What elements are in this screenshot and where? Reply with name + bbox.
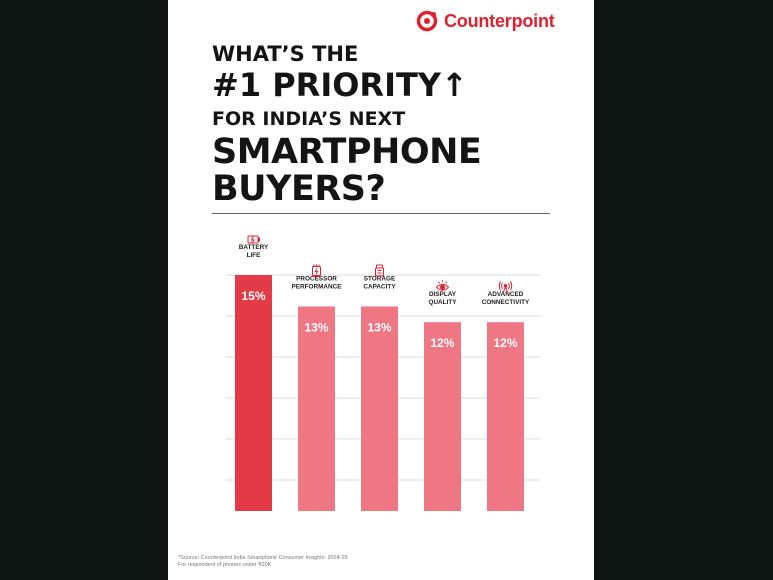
value-label-0: 15% (241, 289, 265, 303)
category-label-4-0: ADVANCED (488, 291, 524, 298)
storage-icon (375, 264, 384, 277)
value-label-1: 13% (304, 320, 328, 334)
footnote-note: For respondent of phones under ₹20K (178, 562, 272, 568)
headline-line-5: BUYERS? (212, 169, 386, 209)
category-label-3-1: QUALITY (428, 299, 457, 306)
processor-icon (312, 264, 321, 278)
bar-3 (424, 322, 461, 511)
footnote: *Source: Counterpoint India Smartphone C… (178, 555, 348, 569)
value-label-3: 12% (430, 336, 454, 350)
bar-4 (487, 322, 524, 511)
headline: WHAT’S THE #1 PRIORITY↑ FOR INDIA’S NEXT… (212, 40, 482, 209)
headline-line-1: WHAT’S THE (212, 42, 359, 66)
bar-1 (298, 306, 335, 511)
headline-line-4: SMARTPHONE (212, 132, 482, 172)
divider (212, 213, 550, 214)
brand-name: Counterpoint (444, 10, 555, 31)
value-label-4: 12% (493, 336, 517, 350)
eye-icon (435, 280, 450, 291)
footnote-source: *Source: Counterpoint India Smartphone C… (178, 555, 348, 561)
headline-line-2: #1 PRIORITY↑ (212, 66, 468, 104)
category-label-0-1: LIFE (247, 252, 262, 259)
counterpoint-logo-icon (416, 10, 438, 32)
value-label-2: 13% (367, 320, 391, 334)
headline-line-3: FOR INDIA’S NEXT (212, 108, 406, 130)
infographic-poster: Counterpoint WHAT’S THE #1 PRIORITY↑ FOR… (168, 0, 594, 580)
bar-0 (235, 275, 272, 511)
brand-logo: Counterpoint (416, 8, 555, 34)
bar-2 (361, 306, 398, 511)
category-label-0-0: BATTERY (239, 244, 269, 251)
signal-icon (498, 280, 513, 293)
category-label-1-0: PROCESSOR (296, 275, 337, 282)
battery-icon (247, 235, 260, 244)
category-label-2-0: STORAGE (364, 275, 396, 282)
category-label-4-1: CONNECTIVITY (482, 299, 530, 306)
category-label-2-1: CAPACITY (363, 283, 396, 290)
category-label-3-0: DISPLAY (429, 291, 457, 298)
category-label-1-1: PERFORMANCE (291, 283, 342, 290)
